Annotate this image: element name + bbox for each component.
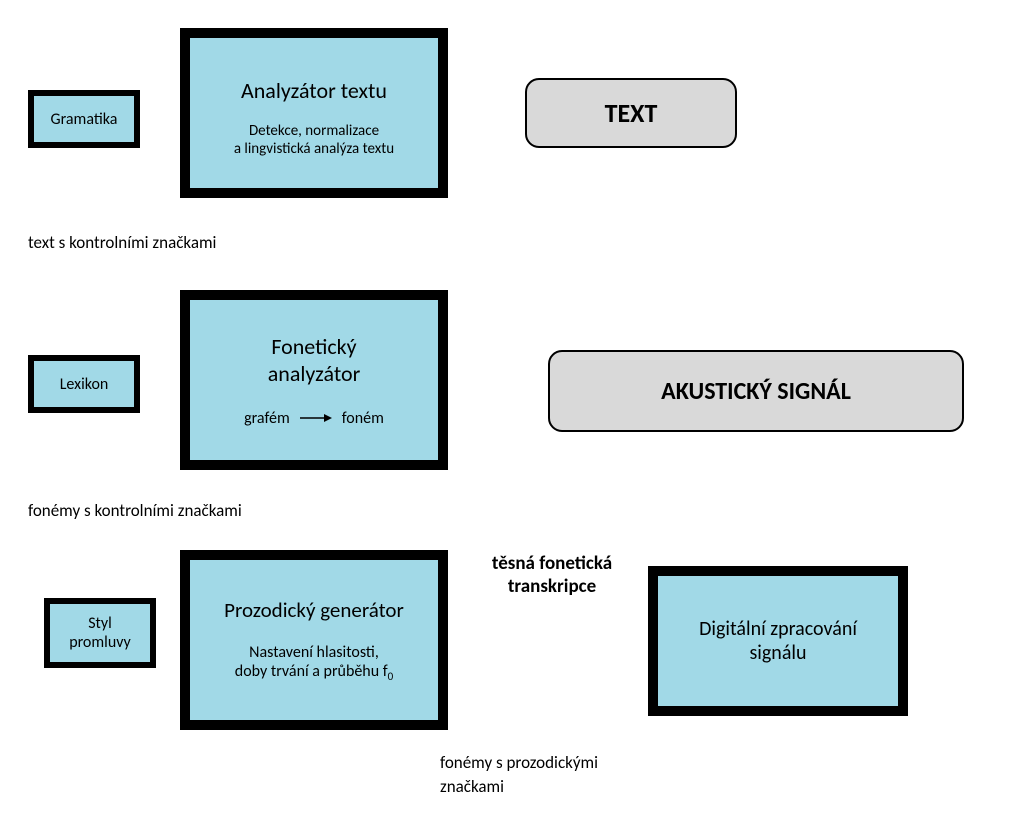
node-digitalni-zpracovani: Digitální zpracování signálu [648,566,908,716]
akusticky-label: AKUSTICKÝ SIGNÁL [661,377,851,406]
prozodicky-title: Prozodický generátor [224,597,404,623]
prozodicky-sub1: Nastavení hlasitosti, [249,643,379,662]
grafem-fonem-row: grafém foném [244,409,384,428]
analyzator-sub2: a lingvistická analýza textu [234,140,394,158]
foneticky-title1: Fonetický [271,333,356,360]
styl-label1: Styl [88,614,112,633]
foneticky-title2: analyzátor [268,360,361,387]
analyzator-title: Analyzátor textu [241,77,387,104]
tesna-line1: těsná fonetická [464,552,640,575]
node-gramatika: Gramatika [28,90,140,148]
node-lexikon: Lexikon [28,355,140,413]
intermediate-label-2: fonémy s kontrolními značkami [28,500,242,521]
intermediate-label-3a: fonémy s prozodickými [440,752,598,773]
styl-label2: promluvy [69,633,131,652]
intermediate-label-3b: značkami [440,776,504,797]
node-foneticky-analyzator: Fonetický analyzátor grafém foném [180,290,448,470]
prozodicky-sub2b: 0 [388,670,394,683]
lexikon-label: Lexikon [60,375,109,394]
arrow-icon [300,412,332,424]
node-text: TEXT [525,78,737,148]
text-label: TEXT [605,97,658,129]
digitalni-title2: signálu [749,641,806,665]
tesna-line2: transkripce [464,575,640,598]
node-styl-promluvy: Styl promluvy [44,598,156,668]
prozodicky-sub2a: doby trvání a průběhu f [235,662,388,681]
tesna-transkripce-label: těsná fonetická transkripce [464,552,640,598]
digitalni-title1: Digitální zpracování [699,617,857,641]
gramatika-label: Gramatika [51,110,118,129]
prozodicky-sub2: doby trvání a průběhu f0 [235,662,393,683]
node-analyzator-textu: Analyzátor textu Detekce, normalizace a … [180,28,448,198]
grafem-label: grafém [244,409,290,428]
fonem-label: foném [342,409,384,428]
analyzator-sub1: Detekce, normalizace [249,122,379,140]
intermediate-label-1: text s kontrolními značkami [28,232,216,253]
node-prozodicky-generator: Prozodický generátor Nastavení hlasitost… [180,550,448,730]
node-akusticky-signal: AKUSTICKÝ SIGNÁL [548,350,964,432]
